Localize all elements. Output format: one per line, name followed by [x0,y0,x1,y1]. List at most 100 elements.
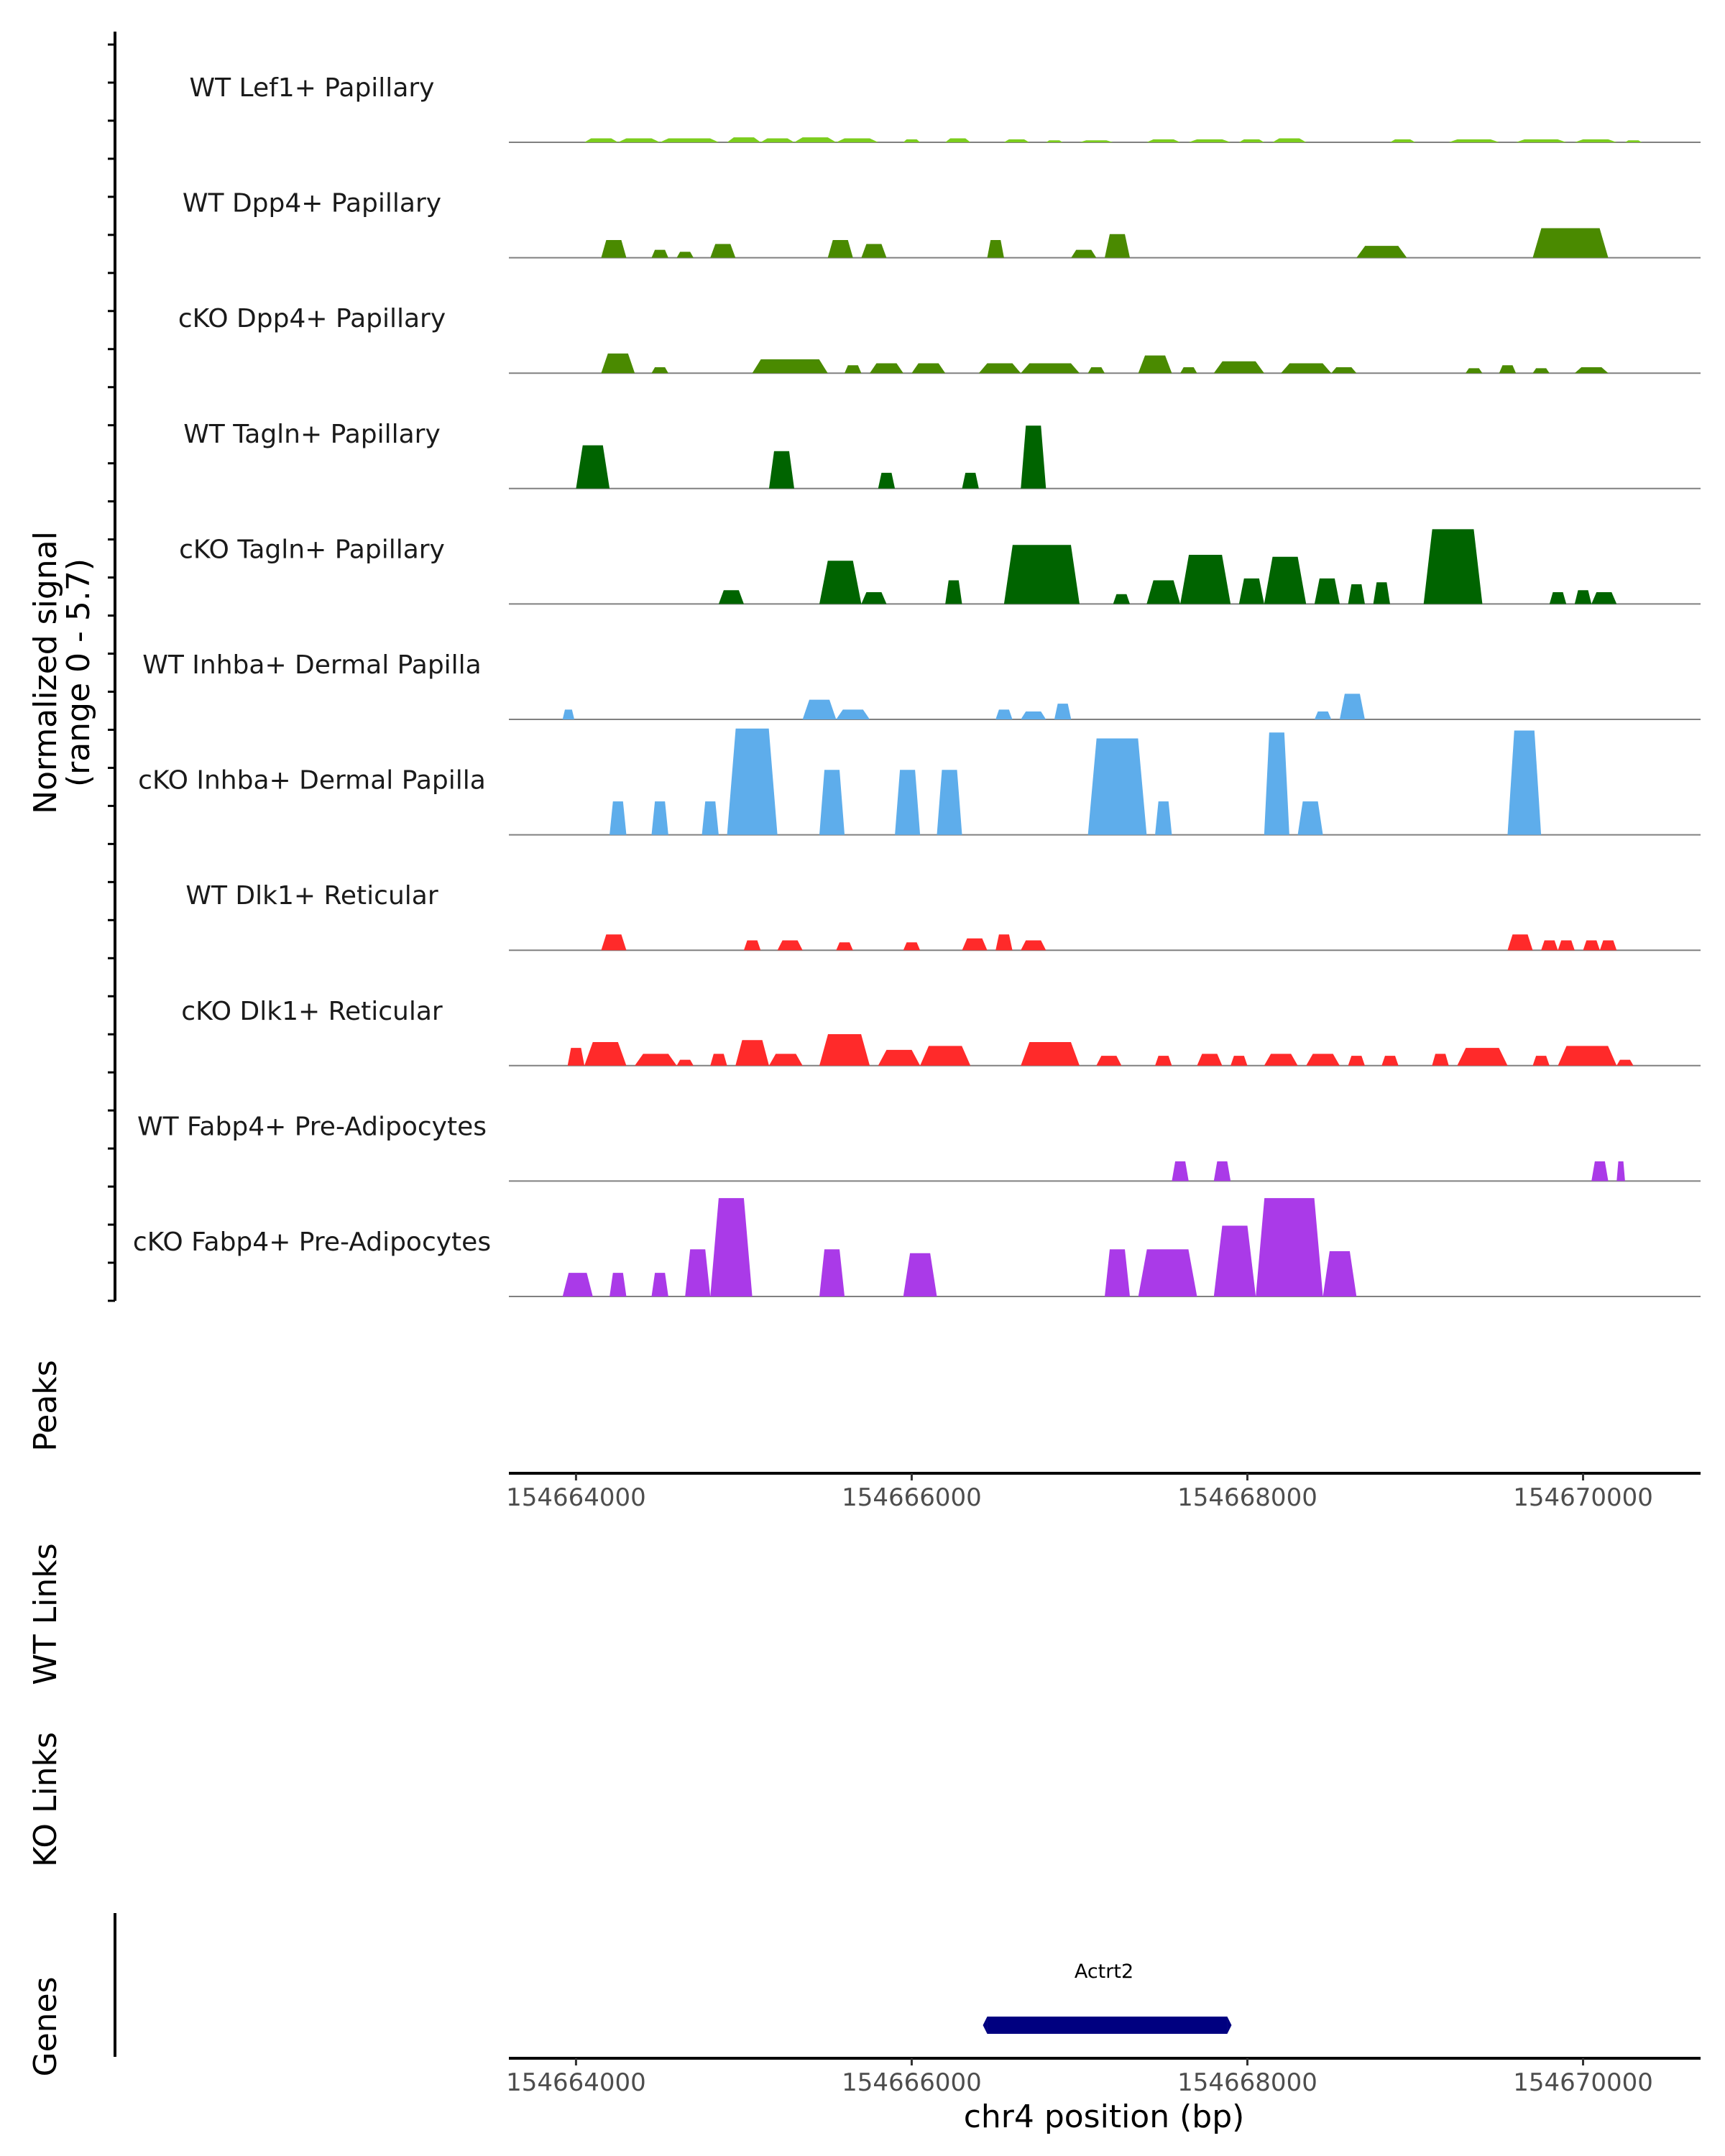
coverage-peak [1306,1054,1340,1066]
position-tick-label: 154668000 [1177,1483,1317,1512]
coverage-peak [710,1054,727,1066]
coverage-peak [1314,711,1332,719]
coverage-peak [1113,594,1131,604]
coverage-peak [1155,801,1172,835]
coverage-peak [819,1249,845,1296]
gene-strand-chevron [1041,2018,1050,2032]
gene-label: Actrt2 [1075,1961,1133,1983]
coverage-peak [601,239,627,258]
coverage-track: cKO Inhba+ Dermal Papilla [138,728,1701,836]
track-label: cKO Fabp4+ Pre-Adipocytes [133,1227,491,1257]
coverage-peak [836,709,870,719]
coverage-peak [1213,1225,1256,1296]
coverage-peak [1448,139,1499,142]
coverage-peak [962,472,979,489]
coverage-peak [870,363,903,374]
coverage-peak [1599,940,1617,951]
coverage-peak [962,938,988,951]
position-tick-label: 154666000 [842,2068,982,2097]
gene-strand-chevron [1184,2018,1192,2032]
coverage-peak [651,1273,668,1296]
coverage-peak [1432,1054,1449,1066]
track-label: cKO Tagln+ Papillary [179,535,445,564]
coverage-peak [1172,1161,1189,1181]
coverage-peak [1138,1249,1197,1296]
position-tick-label: 154670000 [1513,1483,1653,1512]
coverage-peak [1532,228,1609,258]
coverage-peak [1499,365,1517,374]
coverage-peak [1616,1161,1625,1181]
y-axis-range-label: (range 0 - 5.7) [60,558,97,787]
genes-panel-label: Genes [27,1976,64,2076]
position-tick-label: 154664000 [506,1483,646,1512]
coverage-peak [878,472,896,489]
position-tick-label: 154668000 [1177,2068,1317,2097]
coverage-track: cKO Dlk1+ Reticular [181,997,1701,1067]
coverage-peak [995,934,1013,951]
gene-end-cap [1227,2017,1232,2034]
coverage-peak [861,591,887,604]
track-label: WT Tagln+ Papillary [183,420,441,449]
coverage-peak [1574,367,1609,374]
coverage-peak [1314,578,1340,604]
track-label: cKO Inhba+ Dermal Papilla [138,766,486,796]
coverage-peak [1096,1056,1122,1066]
coverage-peak [727,137,761,142]
coverage-track: cKO Fabp4+ Pre-Adipocytes [133,1198,1701,1297]
coverage-peak [1046,140,1063,142]
track-label: cKO Dpp4+ Papillary [178,304,446,333]
coverage-peak [802,699,837,719]
coverage-peak [685,1249,711,1296]
coverage-peak [1021,711,1046,719]
coverage-track: WT Fabp4+ Pre-Adipocytes [137,1112,1701,1182]
coverage-peak [1423,529,1483,604]
coverage-peak [1574,590,1592,604]
coverage-peak [1356,246,1407,258]
coverage-peak [1558,1046,1617,1066]
coverage-peak [1230,1056,1248,1066]
coverage-peak [945,138,971,142]
coverage-peak [1532,1056,1550,1066]
coverage-peak [651,249,668,258]
coverage-peak [584,1041,627,1066]
coverage-peak [903,139,921,142]
coverage-peak [895,770,921,835]
coverage-track: WT Dlk1+ Reticular [185,881,1701,952]
coverage-peak [1281,363,1332,374]
coverage-peak [1272,138,1307,142]
coverage-peak [1180,554,1231,604]
coverage-peak [1541,940,1558,951]
gene-strand-chevron [1080,2018,1089,2032]
track-label: WT Inhba+ Dermal Papilla [142,650,481,680]
coverage-peak [1146,580,1181,604]
coverage-peak [768,1054,803,1066]
coverage-peak [1348,1056,1365,1066]
coverage-peak [995,709,1013,719]
gene-strand-chevron [1067,2018,1076,2032]
coverage-peak [819,770,845,835]
track-label: cKO Dlk1+ Reticular [181,997,443,1026]
coverage-peak [1087,738,1147,835]
x-axis-title: chr4 position (bp) [964,2099,1245,2135]
gene-strand-chevron [1106,2018,1115,2032]
coverage-peak [794,137,837,142]
coverage-peak [1105,234,1131,258]
gene-strand-chevron [1054,2018,1063,2032]
gene-strand-chevron [1029,2018,1037,2032]
coverage-peak [827,239,853,258]
coverage-peak [1549,591,1567,604]
coverage-peak [727,728,778,835]
coverage-peak [1256,1198,1323,1296]
gene-strand-chevron [1093,2018,1102,2032]
peaks-position-axis: 154664000 154666000 154668000 154670000 [506,1472,1701,1512]
coverage-peak [1079,140,1113,142]
coverage-peak [1507,730,1542,835]
coverage-peak [651,801,668,835]
coverage-peak [845,365,862,374]
coverage-track: cKO Dpp4+ Papillary [178,304,1701,374]
coverage-peak [878,1049,921,1066]
coverage-track: WT Lef1+ Papillary [190,73,1701,143]
coverage-peak [710,244,736,258]
coverage-peak [1373,582,1390,604]
